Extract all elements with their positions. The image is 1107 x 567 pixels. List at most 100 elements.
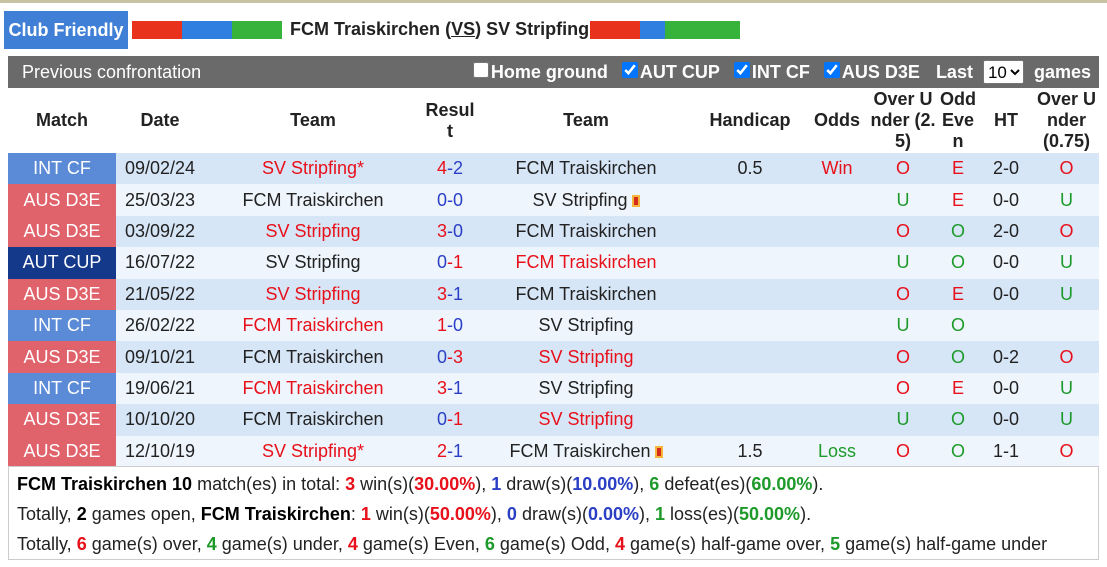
home-team: SV Stripfing [204, 215, 422, 248]
away-team: SV Stripfing [486, 19, 590, 39]
date: 12/10/19 [116, 435, 204, 467]
option-label: Home ground [490, 61, 608, 82]
half-time: 2-0 [978, 215, 1034, 248]
odd-even: O [938, 215, 978, 248]
home-score: 3 [436, 377, 447, 398]
summary-text: 3 [345, 474, 356, 494]
competition: AUS D3E [8, 341, 116, 373]
over-under: O [868, 215, 938, 248]
home-team: FCM Traiskirchen [204, 309, 422, 342]
summary-line: FCM Traiskirchen 10 match(es) in total: … [17, 469, 1090, 499]
summary-text: game(s) half-game over, [624, 534, 831, 554]
handicap: 0.5 [694, 153, 806, 185]
odds [806, 215, 868, 248]
half-time [978, 309, 1034, 342]
odd-even: E [938, 184, 978, 216]
match-row: AUS D3E 10/10/20 FCM Traiskirchen 0-1 SV Str… [8, 404, 1099, 436]
summary-text: Totally, [17, 504, 77, 524]
over-under-half: U [1034, 404, 1099, 436]
column-header: Team [204, 88, 422, 153]
checkbox[interactable] [733, 61, 750, 78]
away-team: SV Stripfing [478, 309, 694, 342]
result: 0-1 [422, 247, 478, 279]
over-under: O [868, 153, 938, 185]
result: 0-1 [422, 404, 478, 436]
competition: AUS D3E [8, 215, 116, 248]
handicap [694, 404, 806, 436]
odds [806, 247, 868, 279]
home-team: SV Stripfing* [204, 153, 422, 185]
option-label: INT CF [751, 61, 810, 82]
over-under: U [868, 404, 938, 436]
home-team: SV Stripfing [204, 278, 422, 310]
away-score: 0 [453, 220, 464, 241]
summary-text: 5 [830, 534, 841, 554]
handicap [694, 247, 806, 279]
result: 0-3 [422, 341, 478, 373]
match-row: AUT CUP 16/07/22 SV Stripfing 0-1 FCM Traisk… [8, 247, 1099, 279]
summary-text: FCM Traiskirchen [200, 504, 351, 524]
away-score: 1 [453, 409, 464, 430]
color-strip [132, 21, 282, 39]
column-header: Match [8, 88, 116, 153]
summary-text: 2 [76, 504, 87, 524]
home-score: 0 [436, 252, 447, 273]
checkbox[interactable] [621, 61, 638, 78]
half-time: 0-0 [978, 372, 1034, 405]
home-team: SV Stripfing* [204, 435, 422, 467]
filter-option: AUS D3E [816, 61, 920, 83]
home-team: FCM Traiskirchen [204, 372, 422, 405]
odd-even: O [938, 404, 978, 436]
home-score: 3 [436, 220, 447, 241]
result: 3-1 [422, 278, 478, 310]
summary-text: 4 [206, 534, 217, 554]
over-under: U [868, 184, 938, 216]
match-row: AUS D3E 12/10/19 SV Stripfing* 2-1 FCM Trais… [8, 435, 1099, 467]
summary-text: match(es) in total: [192, 474, 346, 494]
home-score: 4 [436, 158, 447, 179]
checkbox[interactable] [472, 61, 489, 78]
competition: INT CF [8, 153, 116, 185]
summary-text: 10.00% [572, 474, 634, 494]
away-score: 2 [453, 158, 464, 179]
checkbox[interactable] [823, 61, 840, 78]
summary-text: 4 [347, 534, 358, 554]
filter-option: Home ground [465, 61, 608, 83]
handicap [694, 341, 806, 373]
date: 19/06/21 [116, 372, 204, 405]
column-header: Team [478, 88, 694, 153]
away-score: 1 [453, 283, 464, 304]
half-time: 0-0 [978, 404, 1034, 436]
over-under: O [868, 372, 938, 405]
paren: ( [445, 19, 452, 39]
half-time: 0-0 [978, 278, 1034, 310]
score-sep: - [447, 346, 453, 367]
away-score: 0 [453, 315, 464, 336]
summary-text: draw(s)( [516, 504, 588, 524]
summary-text: 1 [654, 504, 665, 524]
summary-text: game(s) Odd, [494, 534, 615, 554]
filter-option: AUT CUP [614, 61, 720, 83]
header-row: Match Date Team Result Team Handicap Odds Over … [8, 88, 1099, 153]
date: 21/05/22 [116, 278, 204, 310]
result: 1-0 [422, 309, 478, 342]
summary-text: Totally, [17, 534, 77, 554]
games-label: games [1033, 61, 1091, 82]
result: 2-1 [422, 435, 478, 467]
half-time: 2-0 [978, 153, 1034, 185]
handicap [694, 215, 806, 248]
games-select[interactable]: 10 [982, 60, 1024, 84]
odd-even: E [938, 278, 978, 310]
over-under: U [868, 309, 938, 342]
home-score: 0 [436, 346, 447, 367]
summary-text: ), [475, 474, 492, 494]
home-score: 1 [436, 315, 447, 336]
summary-text: 30.00% [414, 474, 476, 494]
summary-text: 50.00% [739, 504, 801, 524]
odds: Win [806, 153, 868, 185]
over-under-half: O [1034, 153, 1099, 185]
last-label: Last [935, 61, 973, 82]
odd-even: E [938, 372, 978, 405]
summary-text: ), [490, 504, 507, 524]
